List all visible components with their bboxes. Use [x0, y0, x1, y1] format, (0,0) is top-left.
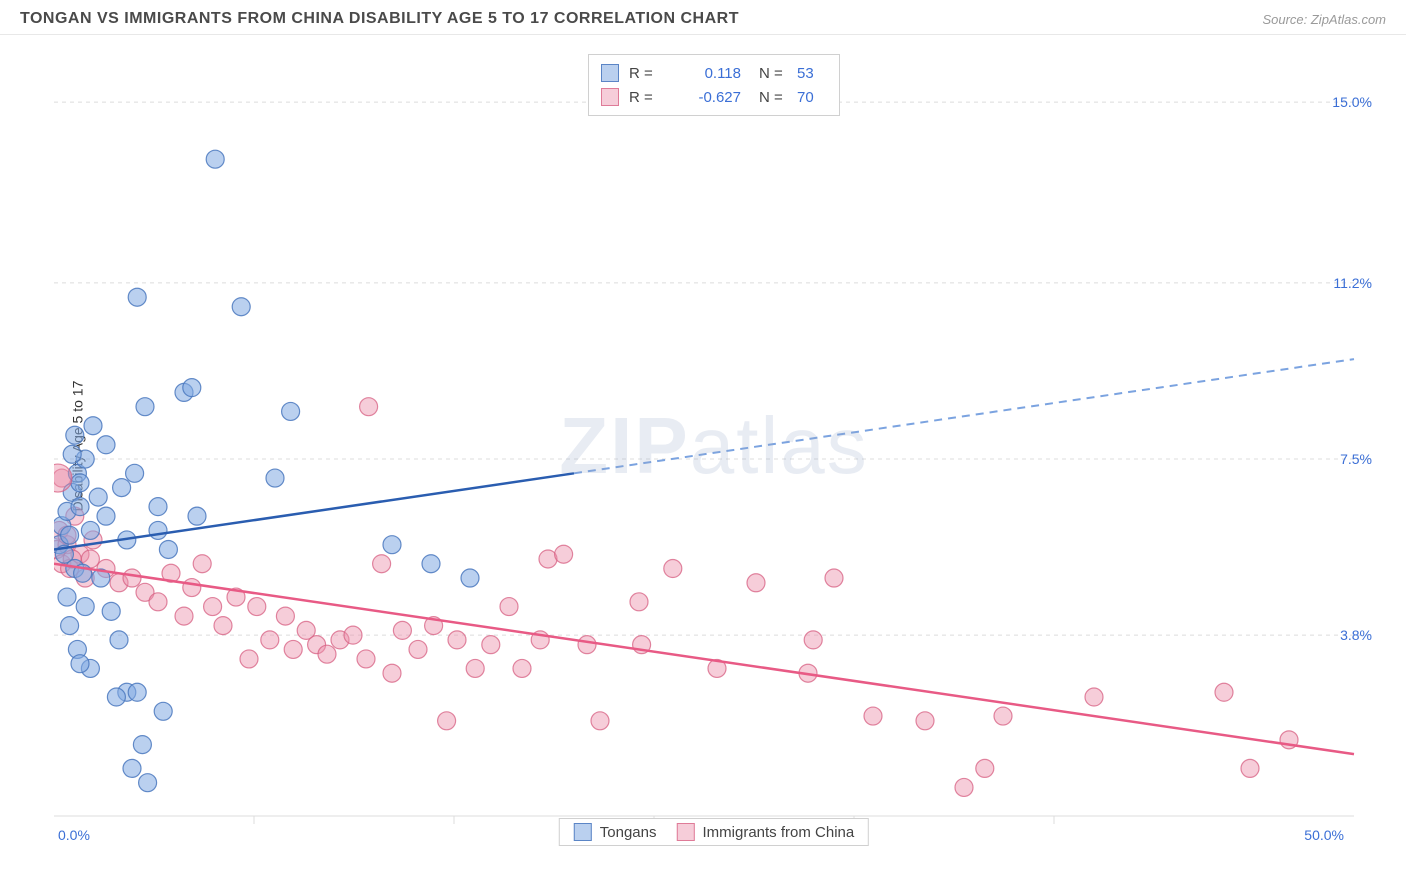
svg-text:0.0%: 0.0%: [58, 827, 90, 843]
n-value-b: 70: [797, 89, 827, 106]
svg-text:50.0%: 50.0%: [1304, 827, 1344, 843]
plot-region: 15.0%11.2%7.5%3.8%0.0%50.0% ZIPatlas R =…: [54, 46, 1374, 846]
legend-item-a: Tongans: [574, 823, 657, 841]
series-legend: Tongans Immigrants from China: [559, 818, 869, 846]
svg-text:7.5%: 7.5%: [1340, 451, 1372, 467]
swatch-b-icon: [601, 88, 619, 106]
svg-text:11.2%: 11.2%: [1333, 275, 1372, 291]
n-value-a: 53: [797, 65, 827, 82]
legend-row-b: R = -0.627 N = 70: [601, 85, 827, 109]
r-value-b: -0.627: [671, 89, 741, 106]
chart-area: Disability Age 5 to 17 15.0%11.2%7.5%3.8…: [20, 46, 1390, 846]
swatch-b-icon: [677, 823, 695, 841]
swatch-a-icon: [601, 64, 619, 82]
r-value-a: 0.118: [671, 65, 741, 82]
legend-row-a: R = 0.118 N = 53: [601, 61, 827, 85]
series-a-name: Tongans: [600, 824, 657, 841]
chart-header: TONGAN VS IMMIGRANTS FROM CHINA DISABILI…: [0, 0, 1406, 35]
swatch-a-icon: [574, 823, 592, 841]
chart-source: Source: ZipAtlas.com: [1262, 12, 1386, 27]
series-b-name: Immigrants from China: [703, 824, 855, 841]
svg-text:15.0%: 15.0%: [1332, 94, 1372, 110]
svg-text:3.8%: 3.8%: [1340, 627, 1372, 643]
legend-item-b: Immigrants from China: [677, 823, 855, 841]
scatter-svg: 15.0% 11.2% 7.5% 3.8% 0.0% 50.0%: [54, 46, 1374, 846]
chart-title: TONGAN VS IMMIGRANTS FROM CHINA DISABILI…: [20, 10, 739, 28]
correlation-legend: R = 0.118 N = 53 R = -0.627 N = 70: [588, 54, 840, 116]
